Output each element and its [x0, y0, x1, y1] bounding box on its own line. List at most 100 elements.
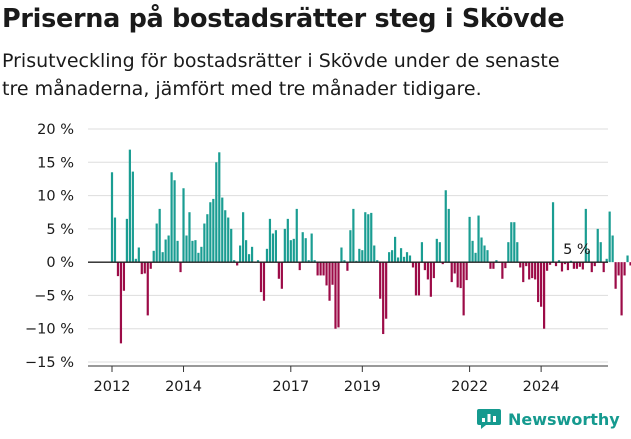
bar — [334, 262, 337, 329]
bar — [385, 262, 388, 319]
bar — [605, 258, 608, 263]
bar — [432, 262, 435, 279]
bar — [170, 172, 173, 263]
bar — [340, 247, 343, 263]
bar — [399, 248, 403, 263]
bar — [233, 260, 236, 263]
bar — [197, 252, 200, 263]
bar — [480, 237, 483, 263]
bar — [486, 250, 489, 263]
bar — [337, 262, 340, 328]
bar — [429, 262, 432, 297]
bar — [289, 240, 292, 263]
bar — [510, 222, 513, 263]
bar — [361, 250, 364, 263]
bar — [578, 262, 581, 267]
bar — [519, 262, 522, 268]
bar — [140, 262, 143, 275]
bar — [245, 240, 248, 263]
bar — [423, 262, 426, 271]
bar — [283, 228, 286, 263]
bar — [224, 210, 227, 263]
bar — [495, 260, 498, 263]
bar — [262, 262, 266, 301]
bar — [414, 262, 418, 296]
bar — [581, 262, 584, 270]
bar — [408, 255, 412, 263]
bar — [477, 215, 480, 263]
bar — [373, 245, 376, 263]
bar — [122, 262, 126, 291]
bar — [367, 214, 370, 263]
bar — [295, 208, 298, 263]
bar — [548, 262, 552, 265]
bar — [435, 238, 438, 263]
bar — [212, 198, 215, 263]
bar — [134, 258, 137, 263]
bar — [247, 254, 251, 263]
bar — [376, 260, 379, 263]
bar — [259, 262, 263, 293]
bar — [265, 248, 269, 263]
newsworthy-logo: Newsworthy — [476, 408, 620, 430]
bar — [540, 262, 543, 307]
bar — [528, 262, 531, 280]
bar — [301, 232, 304, 263]
bar — [396, 257, 400, 263]
bar — [593, 262, 596, 267]
bar — [587, 250, 590, 263]
bar — [471, 240, 474, 263]
bar — [507, 242, 510, 263]
bar — [131, 171, 134, 263]
x-tick-label: 2019 — [344, 379, 381, 395]
bar — [459, 262, 462, 289]
bar — [456, 262, 459, 288]
bar — [483, 245, 486, 263]
bar — [629, 262, 631, 266]
bar — [462, 262, 465, 316]
bar — [298, 262, 301, 271]
bar — [158, 208, 161, 263]
bar — [155, 223, 158, 263]
bar — [516, 242, 519, 263]
bar — [489, 262, 492, 269]
x-tick-label: 2014 — [165, 379, 202, 395]
bar — [474, 252, 477, 263]
y-tick-label: −15 % — [25, 355, 74, 371]
bar — [620, 262, 623, 316]
bar — [468, 216, 471, 263]
y-tick-label: 10 % — [37, 189, 74, 205]
y-tick-label: −5 % — [34, 288, 74, 304]
bar — [623, 262, 626, 276]
bar — [274, 230, 277, 263]
bar — [554, 262, 558, 267]
bar — [110, 172, 114, 263]
bar — [209, 202, 212, 263]
bar — [239, 245, 242, 263]
y-tick-label: 5 % — [46, 222, 74, 238]
bar — [346, 262, 349, 271]
bar — [557, 260, 561, 263]
bar — [522, 262, 525, 283]
bar — [572, 262, 575, 269]
bar — [113, 217, 117, 263]
bar — [382, 262, 385, 335]
x-tick-label: 2024 — [523, 379, 560, 395]
bar — [236, 262, 239, 266]
bar — [379, 262, 382, 299]
bar — [531, 262, 534, 279]
bar — [325, 262, 328, 286]
bar — [316, 262, 319, 276]
bar — [146, 262, 149, 316]
bar — [319, 262, 322, 276]
bar — [167, 235, 170, 263]
bar — [164, 239, 167, 263]
bar — [560, 262, 564, 272]
bar — [152, 250, 155, 263]
bar — [543, 262, 546, 329]
bar — [617, 262, 620, 276]
bar — [280, 262, 283, 289]
x-tick-label: 2012 — [94, 379, 131, 395]
y-tick-label: 0 % — [46, 255, 74, 271]
bar — [227, 217, 230, 263]
